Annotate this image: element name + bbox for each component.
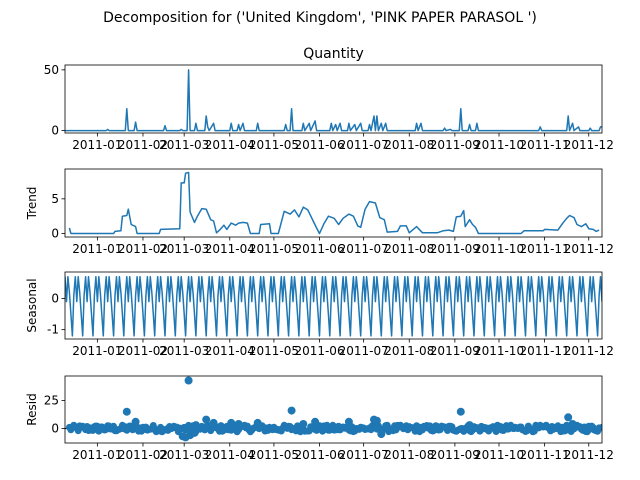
x-tick-label: 2011-05 [249,242,299,256]
y-tick-label: -1 [47,323,59,337]
subplot-3: -102011-012011-022011-032011-042011-0520… [25,271,614,358]
x-tick-label: 2011-02 [118,448,168,462]
subplot-2: 052011-012011-022011-032011-042011-05201… [25,168,614,256]
resid-point [456,407,465,416]
resid-point [184,376,193,385]
y-axis-label: Resid [25,393,39,425]
resid-point [299,420,308,428]
x-tick-label: 2011-07 [339,138,389,152]
x-tick-label: 2011-07 [339,344,389,358]
resid-point [209,418,218,427]
series-line [68,171,600,235]
series-line [65,69,602,132]
resid-point [122,407,131,416]
subplot-1: 0502011-012011-022011-032011-042011-0520… [44,46,614,152]
x-tick-label: 2011-12 [564,242,614,256]
resid-point [598,423,602,431]
seasonal-line [65,275,602,337]
x-tick-label: 2011-10 [474,344,524,358]
x-tick-label: 2011-06 [294,242,344,256]
x-tick-label: 2011-08 [384,138,434,152]
plot-area [68,171,600,235]
y-tick-label: 25 [44,394,59,408]
x-tick-label: 2011-03 [159,448,209,462]
x-tick-label: 2011-12 [564,448,614,462]
y-axis-label: Trend [25,187,39,221]
x-tick-label: 2011-08 [384,448,434,462]
resid-point [465,421,474,430]
figure-suptitle: Decomposition for ('United Kingdom', 'PI… [103,10,537,26]
x-tick-label: 2011-06 [294,344,344,358]
x-tick-label: 2011-08 [384,344,434,358]
y-tick-label: 0 [51,227,59,241]
x-tick-label: 2011-04 [205,138,255,152]
x-tick-label: 2011-01 [72,138,122,152]
plot-area [65,376,602,442]
x-tick-label: 2011-01 [72,242,122,256]
x-tick-label: 2011-04 [205,344,255,358]
x-tick-label: 2011-12 [564,344,614,358]
resid-point [564,413,573,422]
x-tick-label: 2011-11 [520,448,570,462]
axes-frame [64,168,603,238]
x-tick-label: 2011-09 [430,448,480,462]
resid-point [131,417,140,426]
axes-frame [64,64,603,134]
x-tick-label: 2011-02 [118,242,168,256]
x-tick-label: 2011-09 [430,138,480,152]
resid-point [227,418,236,427]
x-tick-label: 2011-05 [249,448,299,462]
x-tick-label: 2011-11 [520,344,570,358]
x-tick-label: 2011-10 [474,138,524,152]
resid-point [287,406,296,415]
resid-point [253,418,262,427]
y-tick-label: 0 [51,421,59,435]
y-tick-label: 0 [51,124,59,138]
x-tick-label: 2011-11 [520,242,570,256]
x-tick-label: 2011-09 [430,344,480,358]
resid-point [234,420,243,428]
x-tick-label: 2011-06 [294,138,344,152]
x-tick-label: 2011-09 [430,242,480,256]
x-tick-label: 2011-05 [249,138,299,152]
y-tick-label: 5 [51,192,59,206]
y-axis-label: Seasonal [25,278,39,332]
x-tick-label: 2011-10 [474,242,524,256]
x-tick-label: 2011-03 [159,344,209,358]
axes-frame [64,375,603,444]
x-tick-label: 2011-07 [339,242,389,256]
x-tick-label: 2011-04 [205,242,255,256]
resid-point [190,428,199,437]
y-tick-label: 50 [44,63,59,77]
resid-point [568,420,577,428]
x-tick-label: 2011-03 [159,138,209,152]
resid-point [377,430,386,439]
x-tick-label: 2011-07 [339,448,389,462]
x-tick-label: 2011-04 [205,448,255,462]
x-tick-label: 2011-01 [72,448,122,462]
x-tick-label: 2011-02 [118,344,168,358]
resid-point [191,421,200,430]
y-tick-label: 0 [51,291,59,305]
x-tick-label: 2011-12 [564,138,614,152]
x-tick-label: 2011-02 [118,138,168,152]
plot-area [65,275,602,337]
resid-point [311,417,320,426]
subplot-title: Quantity [303,46,364,62]
x-tick-label: 2011-01 [72,344,122,358]
x-tick-label: 2011-03 [159,242,209,256]
axes-frame [64,271,603,340]
x-tick-label: 2011-06 [294,448,344,462]
plot-area [65,69,602,132]
x-tick-label: 2011-08 [384,242,434,256]
subplot-4: 0252011-012011-022011-032011-042011-0520… [25,375,614,462]
x-tick-label: 2011-11 [520,138,570,152]
resid-point [202,415,211,424]
resid-point [344,417,353,426]
resid-point [372,416,381,425]
x-tick-label: 2011-10 [474,448,524,462]
x-tick-label: 2011-05 [249,344,299,358]
